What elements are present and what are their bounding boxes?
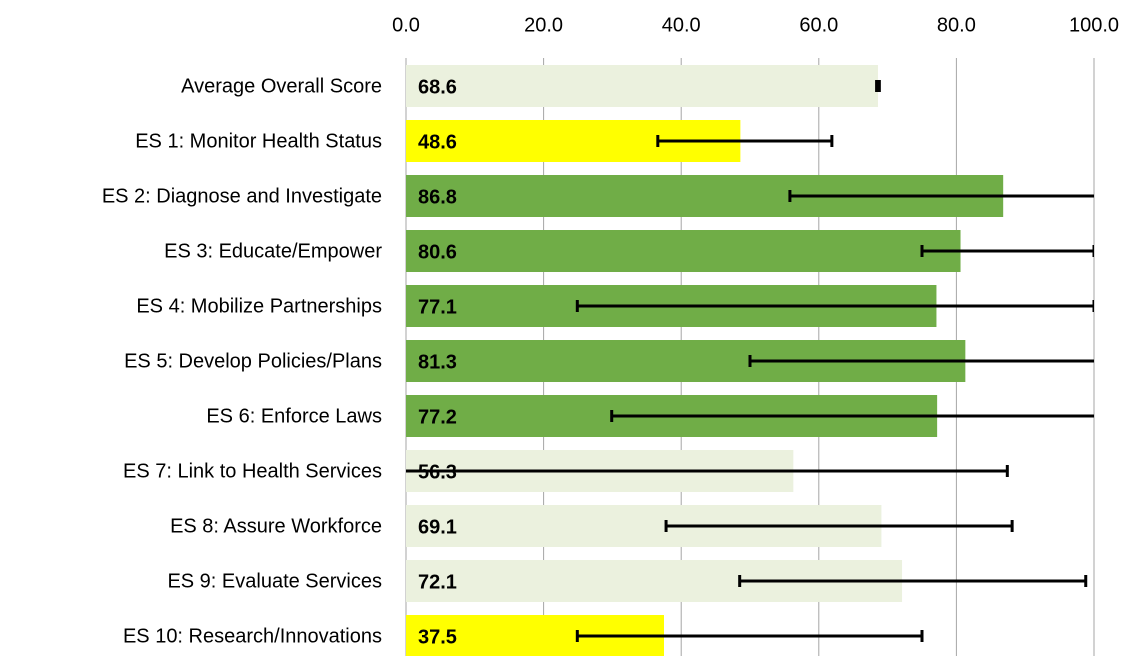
bar	[406, 230, 961, 272]
category-label: ES 9: Evaluate Services	[167, 570, 382, 592]
category-label: ES 6: Enforce Laws	[206, 405, 382, 427]
x-tick-label: 100.0	[1069, 14, 1119, 36]
x-tick-label: 20.0	[524, 14, 563, 36]
value-label: 81.3	[418, 351, 457, 373]
value-label: 56.3	[418, 461, 457, 483]
error-bars	[406, 80, 1094, 642]
x-tick-label: 0.0	[392, 14, 420, 36]
category-label: ES 1: Monitor Health Status	[135, 130, 382, 152]
category-label: ES 7: Link to Health Services	[123, 460, 382, 482]
value-label: 68.6	[418, 76, 457, 98]
value-label: 72.1	[418, 571, 457, 593]
value-label: 77.1	[418, 296, 457, 318]
category-label: ES 3: Educate/Empower	[164, 240, 382, 262]
category-label: ES 8: Assure Workforce	[170, 515, 382, 537]
category-label: ES 4: Mobilize Partnerships	[136, 295, 382, 317]
x-tick-label: 80.0	[937, 14, 976, 36]
value-label: 77.2	[418, 406, 457, 428]
labels: 0.0 20.0 40.0 60.0 80.0 100.0 Average Overall …	[102, 14, 1119, 648]
category-label: ES 10: Research/Innovations	[123, 625, 382, 647]
category-label: Average Overall Score	[181, 75, 382, 97]
value-label: 37.5	[418, 626, 457, 648]
x-tick-label: 40.0	[662, 14, 701, 36]
value-label: 69.1	[418, 516, 457, 538]
value-label: 86.8	[418, 186, 457, 208]
bar	[406, 65, 878, 107]
value-label: 48.6	[418, 131, 457, 153]
category-label: ES 5: Develop Policies/Plans	[124, 350, 382, 372]
x-tick-label: 60.0	[799, 14, 838, 36]
value-label: 80.6	[418, 241, 457, 263]
category-label: ES 2: Diagnose and Investigate	[102, 185, 382, 207]
